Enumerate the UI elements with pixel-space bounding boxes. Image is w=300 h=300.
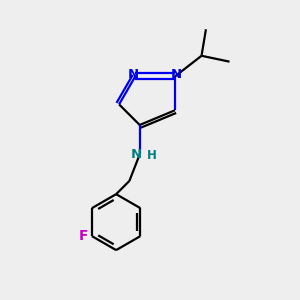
Text: H: H [146,149,156,162]
Text: N: N [171,68,182,81]
Text: N: N [128,68,140,81]
Text: N: N [131,148,142,161]
Text: F: F [79,229,88,243]
